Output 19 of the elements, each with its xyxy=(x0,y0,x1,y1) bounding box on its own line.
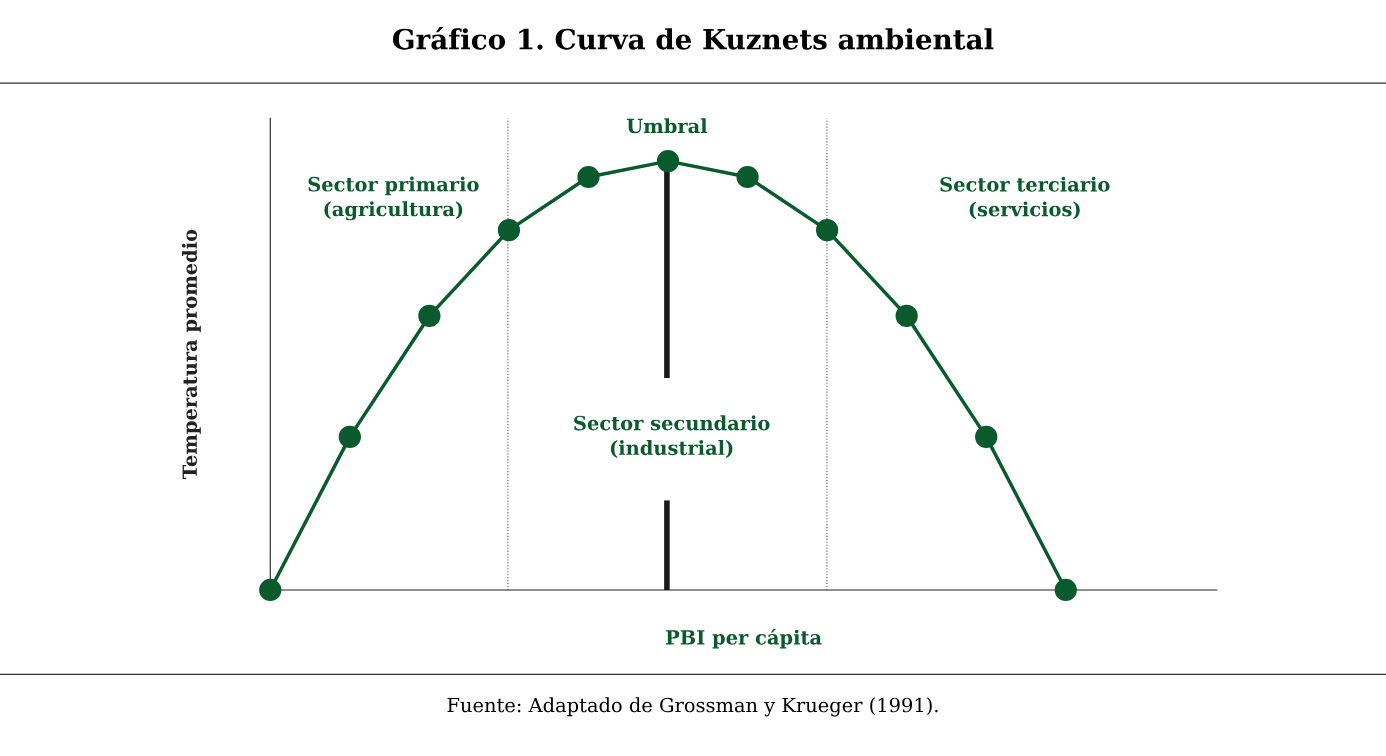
point xyxy=(816,219,839,242)
point xyxy=(656,150,680,173)
point xyxy=(736,165,759,189)
point xyxy=(418,304,441,328)
point xyxy=(975,425,998,448)
chart-title: Gráfico 1. Curva de Kuznets ambiental xyxy=(393,27,994,50)
annotation: Sector secundario (industrial) xyxy=(574,415,770,458)
y-axis-title: Temperatura promedio xyxy=(182,229,201,480)
annotation: Sector primario (agricultura) xyxy=(308,176,479,221)
annotation: Sector terciario (servicios) xyxy=(940,176,1110,220)
point xyxy=(338,425,361,448)
point xyxy=(497,219,521,242)
text: Umbral xyxy=(626,118,708,134)
point xyxy=(895,304,918,328)
point xyxy=(577,165,600,189)
x-axis-title: PBI per cápita xyxy=(666,628,822,649)
point xyxy=(1054,578,1077,602)
source-note: Fuente: Adaptado de Grossman y Krueger (1991). xyxy=(447,697,938,717)
point xyxy=(259,578,282,602)
